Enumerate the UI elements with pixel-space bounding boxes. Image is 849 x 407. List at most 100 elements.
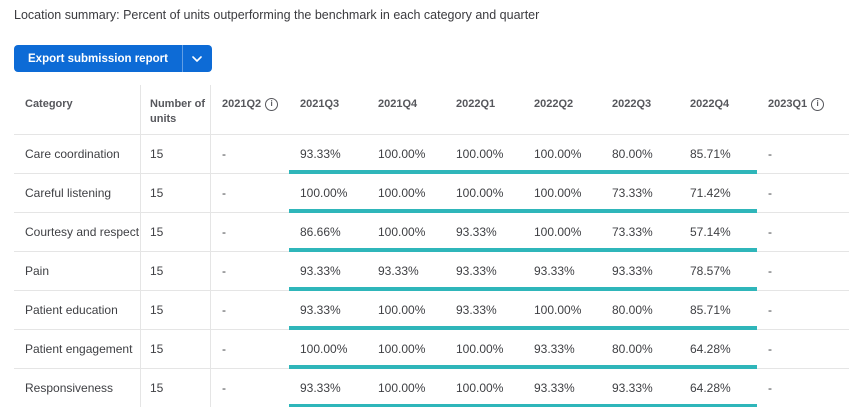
chevron-down-icon [192,55,203,62]
column-header-2021q2: 2021Q2 i [211,85,289,134]
value-cell-2021q2: - [222,381,226,395]
column-header-2023q1: 2023Q1 i [757,85,849,134]
column-header-label: 2022Q3 [612,98,652,110]
column-header-2021q4: 2021Q4 [367,85,445,134]
column-header-category: Category [14,85,141,134]
category-cell: Patient engagement [14,330,141,368]
value-cell-2023q1: - [768,186,772,200]
table-row-careful-listening: Careful listening 15-100.00% 100.00% 100.00… [14,174,849,213]
units-cell: 15 [141,330,211,368]
units-cell: 15 [141,213,211,251]
location-summary-table: Category Number of units 2021Q2 i 2021Q3 2021… [14,85,849,407]
units-cell: 15 [141,174,211,212]
value-cell-2021q4: 100.00% [378,342,426,356]
value-cell-2022q3: 80.00% [612,147,653,161]
info-icon[interactable]: i [811,97,825,111]
category-cell: Courtesy and respect [14,213,141,251]
value-cell-2022q3: 73.33% [612,186,653,200]
units-cell: 15 [141,135,211,173]
category-cell: Pain [14,252,141,290]
value-cell-2021q3: 86.66% [300,225,341,239]
value-cell-2023q1: - [768,225,772,239]
value-cell-2022q3: 93.33% [612,381,653,395]
units-cell: 15 [141,252,211,290]
table-row-responsiveness: Responsiveness 15-93.33% 100.00% 100.00% 93.… [14,369,849,407]
export-split-button: Export submission report [14,45,212,72]
table-row-care-coordination: Care coordination 15-93.33% 100.00% 100.00%… [14,135,849,174]
value-cell-2021q4: 100.00% [378,303,426,317]
value-cell-2022q3: 80.00% [612,342,653,356]
export-options-dropdown-button[interactable] [181,45,212,72]
value-cell-2022q1: 93.33% [456,303,497,317]
value-cell-2021q3: 93.33% [300,303,341,317]
value-cell-2022q4: 64.28% [690,342,731,356]
category-cell: Responsiveness [14,369,141,407]
value-cell-2022q4: 78.57% [690,264,731,278]
value-cell-2022q2: 93.33% [534,381,575,395]
value-cell-2022q1: 100.00% [456,147,504,161]
units-cell: 15 [141,291,211,329]
units-cell: 15 [141,369,211,407]
column-header-label: 2021Q3 [300,98,340,110]
column-header-label: Number of units [150,98,205,125]
value-cell-2021q4: 100.00% [378,225,426,239]
value-cell-2021q3: 93.33% [300,381,341,395]
column-header-label: 2022Q1 [456,98,496,110]
value-cell-2021q3: 93.33% [300,147,341,161]
table-row-courtesy-and-respect: Courtesy and respect 15-86.66% 100.00% 93.3… [14,213,849,252]
value-cell-2023q1: - [768,381,772,395]
value-cell-2022q2: 100.00% [534,225,582,239]
column-header-2022q3: 2022Q3 [601,85,679,134]
column-header-2022q1: 2022Q1 [445,85,523,134]
value-cell-2021q2: - [222,186,226,200]
value-cell-2022q4: 57.14% [690,225,731,239]
value-cell-2022q2: 93.33% [534,342,575,356]
value-cell-2022q1: 100.00% [456,342,504,356]
value-cell-2021q2: - [222,303,226,317]
value-cell-2022q4: 85.71% [690,147,731,161]
table-header-row: Category Number of units 2021Q2 i 2021Q3 2021… [14,85,849,135]
value-cell-2022q4: 71.42% [690,186,731,200]
value-cell-2021q2: - [222,225,226,239]
value-cell-2023q1: - [768,342,772,356]
value-cell-2022q1: 93.33% [456,225,497,239]
value-cell-2022q1: 100.00% [456,381,504,395]
column-header-label: Category [25,98,73,110]
table-row-pain: Pain 15-93.33% 93.33% 93.33% 93.33% 93.33% 78.… [14,252,849,291]
value-cell-2023q1: - [768,303,772,317]
value-cell-2022q3: 73.33% [612,225,653,239]
info-icon[interactable]: i [265,97,279,111]
value-cell-2021q3: 100.00% [300,342,348,356]
value-cell-2022q1: 93.33% [456,264,497,278]
column-header-2021q3: 2021Q3 [289,85,367,134]
column-header-2022q4: 2022Q4 [679,85,757,134]
column-header-label: 2023Q1 [768,98,808,110]
value-cell-2021q4: 100.00% [378,147,426,161]
value-cell-2021q2: - [222,342,226,356]
page-title: Location summary: Percent of units outpe… [14,8,540,22]
value-cell-2023q1: - [768,147,772,161]
column-header-label: 2021Q2 [222,98,262,110]
category-cell: Patient education [14,291,141,329]
category-cell: Care coordination [14,135,141,173]
column-header-2022q2: 2022Q2 [523,85,601,134]
value-cell-2021q3: 100.00% [300,186,348,200]
export-submission-report-button[interactable]: Export submission report [14,45,182,72]
value-cell-2022q2: 100.00% [534,186,582,200]
value-cell-2022q4: 85.71% [690,303,731,317]
table-row-patient-engagement: Patient engagement 15-100.00% 100.00% 100.0… [14,330,849,369]
value-cell-2021q3: 93.33% [300,264,341,278]
value-cell-2022q4: 64.28% [690,381,731,395]
value-cell-2022q1: 100.00% [456,186,504,200]
category-cell: Careful listening [14,174,141,212]
value-cell-2023q1: - [768,264,772,278]
value-cell-2022q2: 100.00% [534,303,582,317]
column-header-label: 2022Q2 [534,98,574,110]
value-cell-2021q2: - [222,147,226,161]
value-cell-2022q3: 93.33% [612,264,653,278]
column-header-number-of-units: Number of units [141,85,211,134]
value-cell-2022q3: 80.00% [612,303,653,317]
table-body: Care coordination 15-93.33% 100.00% 100.00%… [14,135,849,407]
value-cell-2022q2: 93.33% [534,264,575,278]
